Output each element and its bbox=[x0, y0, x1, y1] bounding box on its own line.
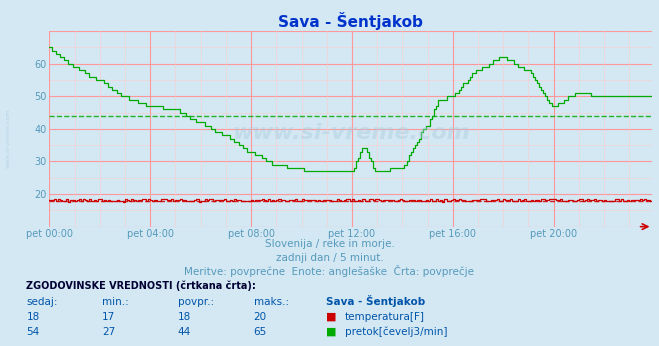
Text: Meritve: povprečne  Enote: anglešaške  Črta: povprečje: Meritve: povprečne Enote: anglešaške Črt… bbox=[185, 265, 474, 277]
Text: ■: ■ bbox=[326, 327, 337, 337]
Title: Sava - Šentjakob: Sava - Šentjakob bbox=[279, 12, 423, 30]
Text: 17: 17 bbox=[102, 312, 115, 322]
Text: ZGODOVINSKE VREDNOSTI (črtkana črta):: ZGODOVINSKE VREDNOSTI (črtkana črta): bbox=[26, 280, 256, 291]
Text: sedaj:: sedaj: bbox=[26, 297, 58, 307]
Text: 44: 44 bbox=[178, 327, 191, 337]
Text: pretok[čevelj3/min]: pretok[čevelj3/min] bbox=[345, 326, 447, 337]
Text: 65: 65 bbox=[254, 327, 267, 337]
Text: min.:: min.: bbox=[102, 297, 129, 307]
Text: povpr.:: povpr.: bbox=[178, 297, 214, 307]
Text: 27: 27 bbox=[102, 327, 115, 337]
Text: 18: 18 bbox=[178, 312, 191, 322]
Text: 54: 54 bbox=[26, 327, 40, 337]
Text: www.si-vreme.com: www.si-vreme.com bbox=[232, 123, 470, 143]
Text: maks.:: maks.: bbox=[254, 297, 289, 307]
Text: www.si-vreme.com: www.si-vreme.com bbox=[5, 109, 11, 168]
Text: zadnji dan / 5 minut.: zadnji dan / 5 minut. bbox=[275, 253, 384, 263]
Text: Sava - Šentjakob: Sava - Šentjakob bbox=[326, 295, 426, 307]
Text: ■: ■ bbox=[326, 312, 337, 322]
Text: Slovenija / reke in morje.: Slovenija / reke in morje. bbox=[264, 239, 395, 249]
Text: 20: 20 bbox=[254, 312, 267, 322]
Text: 18: 18 bbox=[26, 312, 40, 322]
Text: temperatura[F]: temperatura[F] bbox=[345, 312, 424, 322]
